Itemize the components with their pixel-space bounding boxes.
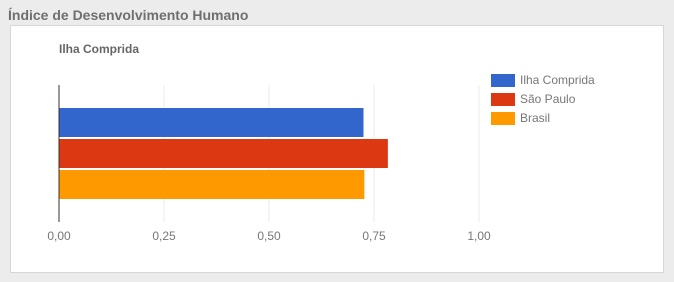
bar [59, 108, 364, 137]
x-tick-label: 0,00 [47, 229, 71, 243]
x-tick-label: 0,25 [152, 229, 176, 243]
legend-swatch [491, 74, 515, 87]
x-tick-label: 0,50 [257, 229, 281, 243]
legend-label: Brasil [520, 111, 550, 125]
legend-swatch [491, 93, 515, 106]
x-tick-label: 1,00 [467, 229, 491, 243]
legend-label: São Paulo [520, 92, 576, 106]
page-title: Índice de Desenvolvimento Humano [8, 7, 249, 23]
legend-swatch [491, 112, 515, 125]
legend-label: Ilha Comprida [520, 73, 595, 87]
x-tick-label: 0,75 [362, 229, 386, 243]
chart-title: Ilha Comprida [59, 42, 139, 56]
bar [59, 139, 388, 168]
bar [59, 170, 365, 199]
